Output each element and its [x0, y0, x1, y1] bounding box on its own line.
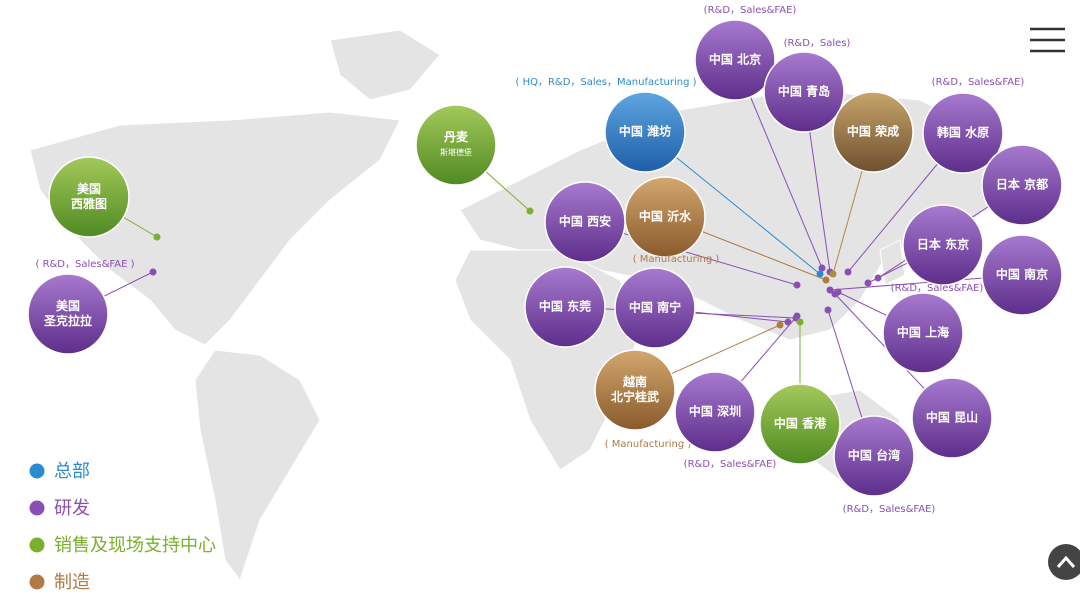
location-dot [822, 276, 830, 284]
location-label: 韩国 水原 [937, 125, 989, 140]
location-label: 中国 荣成 [847, 124, 899, 139]
legend-dot [29, 500, 45, 516]
location-note: ( Manufacturing ) [605, 439, 692, 450]
location-bubble [981, 144, 1063, 226]
location-label: 中国 南宁 [629, 300, 681, 315]
location-bubble [981, 234, 1063, 316]
location-bubble [27, 273, 109, 355]
scroll-top-button[interactable] [1048, 544, 1080, 580]
location-bubble [833, 415, 915, 497]
location-bubble [614, 267, 696, 349]
location-note: ( R&D，Sales&FAE ) [35, 259, 134, 270]
location-bubble [832, 91, 914, 173]
location-dot [864, 279, 872, 287]
location-note: (R&D，Sales&FAE) [932, 77, 1025, 88]
location-label: 中国 西安 [559, 214, 611, 229]
location-bubbles: 中国 北京 (R&D，Sales&FAE) 中国 青岛 (R&D，Sales) 中国 潍… [27, 5, 1063, 515]
location-dot [844, 268, 852, 276]
legend-dot [29, 574, 45, 590]
location-dot [793, 281, 801, 289]
location-label: 中国 香港 [774, 416, 827, 431]
location-label: 中国 北京 [709, 52, 761, 67]
location-label: 中国 台湾 [848, 448, 900, 463]
location-dot [816, 270, 824, 278]
location-label: 斯堪德堡 [440, 147, 472, 157]
menu-button[interactable] [1025, 24, 1070, 56]
scroll-top-arrow [1056, 555, 1076, 568]
location-label: 美国 [56, 298, 80, 313]
location-dot [153, 233, 161, 241]
location-note: (R&D，Sales&FAE) [684, 459, 777, 470]
location-label: 美国 [77, 181, 101, 196]
location-bubble [763, 51, 845, 133]
location-label: 日本 东京 [917, 237, 969, 252]
location-note: ( Manufacturing ) [633, 254, 720, 265]
location-dot [784, 318, 792, 326]
location-label: 越南 [622, 374, 647, 389]
location-note: (R&D，Sales) [784, 38, 851, 49]
location-label: 中国 南京 [996, 267, 1048, 282]
legend-dot [29, 537, 45, 553]
location-label: 丹麦 [444, 129, 469, 144]
location-bubble [48, 156, 130, 238]
location-note: (R&D，Sales&FAE) [891, 283, 984, 294]
location-bubble [674, 371, 756, 453]
legend-dot [29, 463, 45, 479]
location-dot [818, 264, 826, 272]
location-dot [831, 290, 839, 298]
location-bubble [415, 104, 497, 186]
location-label: 中国 潍坊 [619, 124, 671, 139]
location-note: (R&D，Sales&FAE) [704, 5, 797, 16]
location-dot [526, 207, 534, 215]
location-bubble [524, 266, 606, 348]
legend-label: 销售及现场支持中心 [54, 535, 216, 556]
location-dot [793, 312, 801, 320]
location-label: 中国 上海 [897, 325, 949, 340]
location-label: 中国 青岛 [778, 84, 830, 99]
location-dot [824, 306, 832, 314]
legend-label: 总部 [54, 461, 90, 482]
location-bubble [882, 292, 964, 374]
location-label: 北宁桂武 [611, 389, 659, 404]
location-label: 中国 深圳 [689, 404, 741, 419]
location-note: ( HQ，R&D，Sales，Manufacturing ) [515, 77, 696, 88]
location-bubble [922, 92, 1004, 174]
location-label: 圣克拉拉 [43, 313, 92, 328]
location-label: 西雅图 [71, 196, 107, 211]
location-dot [826, 286, 834, 294]
location-bubble [624, 176, 706, 258]
location-bubble [594, 349, 676, 431]
location-label: 中国 东莞 [539, 299, 591, 314]
location-dot [829, 270, 837, 278]
location-label: 中国 沂水 [639, 209, 692, 224]
location-note: (R&D，Sales&FAE) [843, 504, 936, 515]
location-bubble [604, 91, 686, 173]
location-bubble [759, 383, 841, 465]
location-label: 日本 京都 [996, 177, 1048, 192]
location-dot [149, 268, 157, 276]
location-dot [776, 321, 784, 329]
location-dot [796, 318, 804, 326]
location-bubble [694, 19, 776, 101]
location-bubble [911, 377, 993, 459]
location-bubble [902, 204, 984, 286]
legend-label: 制造 [54, 572, 90, 593]
legend-label: 研发 [54, 498, 90, 519]
location-label: 中国 昆山 [926, 410, 978, 425]
